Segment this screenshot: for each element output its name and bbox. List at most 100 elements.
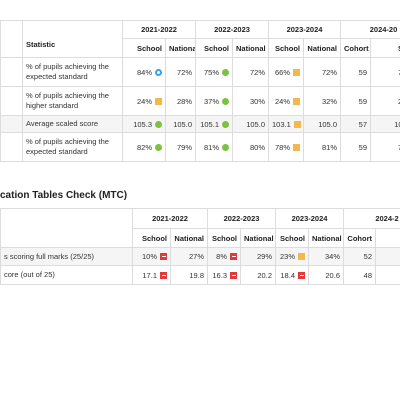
value-cell: 20.2 — [240, 265, 276, 285]
data-row: % of pupils achieving the expected stand… — [0, 132, 400, 162]
value-text: 37% — [203, 96, 219, 106]
value-cell: 27% — [170, 247, 208, 266]
value-cell: 72% — [165, 57, 196, 87]
subheader: School — [122, 38, 166, 58]
value-text: 20.2 — [257, 270, 272, 280]
value-text: 84% — [136, 67, 152, 77]
year-header: 2022-2023 — [195, 20, 269, 39]
year-header: 2021-2022 — [122, 20, 196, 39]
status-indicator — [230, 253, 237, 260]
value-text: 57 — [358, 119, 367, 129]
status-indicator — [293, 120, 301, 128]
value-cell: 48 — [343, 265, 376, 285]
value-text: 73% — [398, 68, 400, 77]
value-cell: 103.1 — [268, 115, 304, 133]
status-indicator — [155, 68, 162, 76]
status-indicator — [155, 143, 162, 151]
value-cell: 17.1 — [132, 265, 171, 285]
value-cell: 105.1 — [195, 115, 233, 133]
value-text: 10% — [141, 252, 157, 261]
value-text: 59 — [358, 142, 367, 152]
section-title: cation Tables Check (MTC) — [0, 190, 128, 201]
mtc-table: 2021-2022 2022-2023 2023-2024 2024-2 School N… — [0, 208, 400, 285]
subheader: National — [170, 228, 208, 248]
year-header: 2022-2023 — [207, 208, 276, 229]
value-cell: 105.0 — [303, 115, 341, 133]
row-spacer — [0, 132, 23, 162]
value-text: 66% — [274, 67, 290, 77]
subheader: School — [132, 228, 171, 248]
value-cell: 24% — [122, 86, 166, 116]
value-text: 105.1 — [394, 119, 400, 129]
status-indicator — [230, 271, 237, 279]
value-cell: 8% — [207, 247, 241, 266]
row-label: Average scaled score — [22, 115, 123, 133]
subheader: School — [207, 228, 241, 248]
header-cell — [0, 208, 133, 248]
value-text: 105.0 — [173, 119, 192, 129]
value-text: 30% — [249, 96, 265, 106]
subheader: National — [165, 38, 196, 58]
value-text: 82% — [136, 142, 152, 152]
header-row: Statistic 2021-2022 2022-2023 2023-2024 2024… — [0, 20, 400, 58]
value-cell: 59 — [340, 57, 371, 87]
header-row: 2021-2022 2022-2023 2023-2024 2024-2 — [0, 208, 400, 248]
value-text: 72% — [249, 67, 265, 77]
status-indicator — [155, 120, 162, 128]
value-cell: 78% — [268, 132, 304, 162]
value-cell: 57 — [340, 115, 371, 133]
value-cell: 59 — [340, 132, 371, 162]
value-cell: 75% — [195, 57, 233, 87]
value-text: 24% — [274, 96, 290, 106]
value-text: 105.1 — [200, 119, 219, 129]
status-indicator — [293, 143, 300, 151]
value-text: 105.0 — [318, 119, 337, 129]
subheader: National — [232, 38, 269, 58]
value-text: 48 — [363, 270, 372, 280]
value-text: 17.1 — [142, 270, 157, 280]
value-text: 81% — [203, 142, 219, 152]
value-cell: 28% — [165, 86, 196, 116]
value-text: 8% — [216, 252, 227, 261]
value-text: 80% — [249, 142, 265, 152]
status-indicator — [155, 97, 162, 105]
value-text: 29% — [256, 252, 272, 261]
value-text: 78% — [274, 142, 290, 152]
subheader: National — [303, 38, 341, 58]
value-cell: 105.3 — [122, 115, 166, 133]
year-header: 2023-2024 — [268, 20, 341, 39]
status-indicator — [293, 97, 300, 105]
subheader: School — [268, 38, 304, 58]
subheader: School — [195, 38, 233, 58]
data-row: % of pupils achieving the expected stand… — [0, 57, 400, 87]
value-cell: 80% — [232, 132, 269, 162]
value-text: 23% — [279, 252, 295, 261]
subheader: School — [275, 228, 309, 248]
value-cell: 84% — [122, 57, 166, 87]
value-text: 27% — [188, 252, 204, 261]
subheader: Cohort — [340, 38, 371, 58]
ks2-table: Statistic 2021-2022 2022-2023 2023-2024 2024… — [0, 20, 400, 162]
year-header: 2024-2 — [342, 208, 400, 229]
value-text: 105.0 — [246, 119, 265, 129]
row-label: s scoring full marks (25/25) — [0, 247, 133, 266]
header-cell — [0, 20, 23, 58]
data-row: % of pupils achieving the higher standar… — [0, 86, 400, 116]
value-cell: 20.6 — [308, 265, 344, 285]
year-header: 2024-20 — [340, 20, 400, 39]
value-cell: 79% — [165, 132, 196, 162]
value-cell: 30% — [232, 86, 269, 116]
year-header: 2023-2024 — [275, 208, 344, 229]
row-label: % of pupils achieving the expected stand… — [22, 57, 123, 87]
value-text: 52 — [363, 252, 372, 261]
row-label: % of pupils achieving the higher standar… — [22, 86, 123, 116]
value-text: 24% — [136, 96, 152, 106]
row-spacer — [0, 57, 23, 87]
status-indicator — [222, 68, 229, 76]
row-spacer — [0, 86, 23, 116]
value-cell: 52 — [343, 247, 376, 266]
value-text: 72% — [321, 67, 337, 77]
data-row: core (out of 25) 17.1 19.8 16.3 20.2 18.4 20.6… — [0, 265, 400, 285]
subheader: National — [240, 228, 276, 248]
